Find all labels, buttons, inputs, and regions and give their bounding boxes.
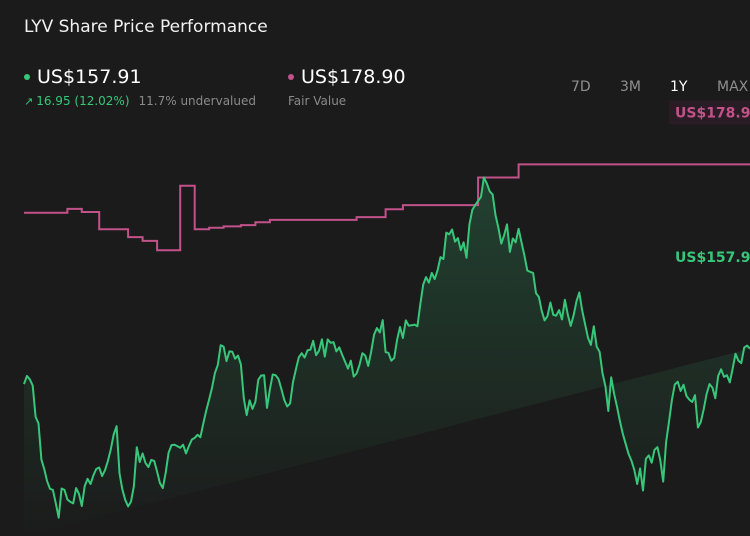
arrow-up-right-icon: ↗ [24,94,34,108]
fair-value-legend: US$178.90 Fair Value [288,66,406,108]
price-area [24,177,750,536]
tab-7d[interactable]: 7D [571,79,591,95]
valuation-text: 11.7% undervalued [138,94,256,108]
price-change: 16.95 (12.02%) [36,94,130,108]
price-line [23,176,750,519]
price-legend: US$157.91 ↗ 16.95 (12.02%) 11.7% underva… [24,66,256,108]
range-tabs: 7D 3M 1Y MAX [571,79,748,95]
fair-value-line [24,163,750,252]
chart-title: LYV Share Price Performance [24,17,268,37]
current-price: US$157.91 [37,66,142,88]
tab-max[interactable]: MAX [717,79,749,95]
fair-value-end-label: US$178.9 [675,105,750,121]
fair-value-dot-icon [288,74,294,80]
fair-value-label: Fair Value [288,94,347,108]
tab-3m[interactable]: 3M [620,79,641,95]
tab-1y[interactable]: 1Y [670,79,688,95]
price-end-label: US$157.9 [675,250,750,266]
fair-value: US$178.90 [301,66,406,88]
fair-value-end-label-bg [669,100,750,125]
price-dot-icon [24,74,30,80]
